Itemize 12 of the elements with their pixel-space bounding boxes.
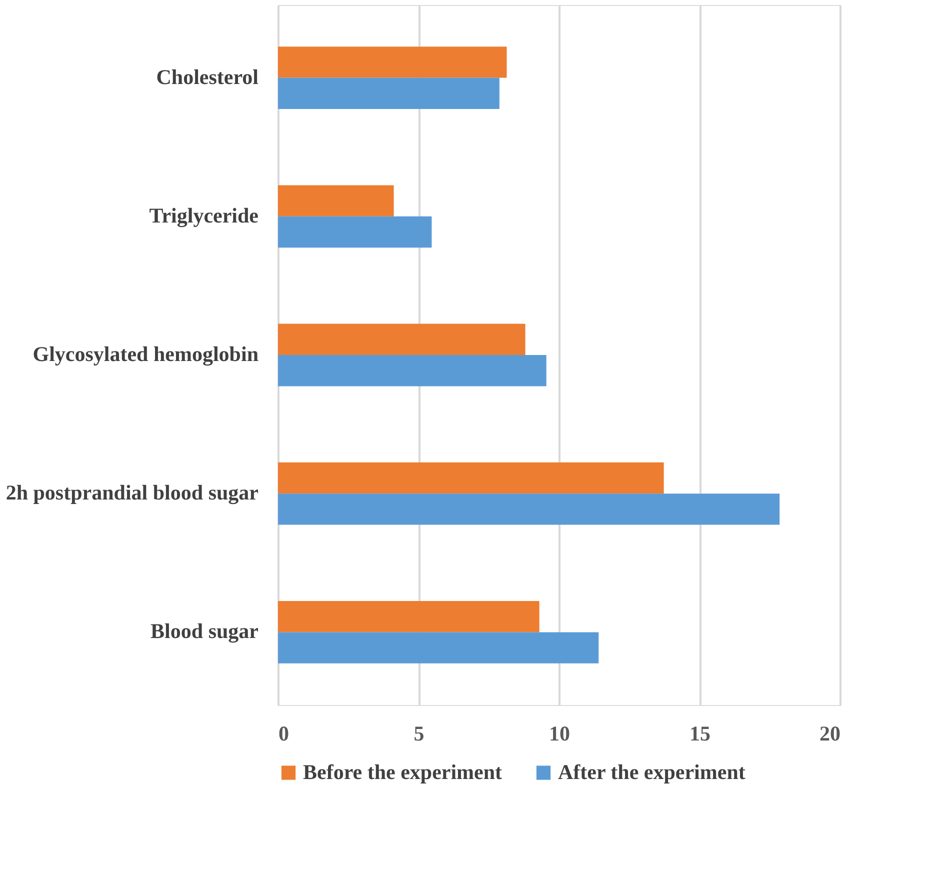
legend-label: After the experiment xyxy=(558,760,746,784)
y-tick-label: Blood sugar xyxy=(150,619,258,644)
y-tick-label: Cholesterol xyxy=(156,64,259,89)
x-tick-label: 10 xyxy=(549,722,570,746)
x-tick-label: 5 xyxy=(414,722,424,746)
x-tick-label: 20 xyxy=(820,722,840,746)
y-tick-label: Glycosylated hemoglobin xyxy=(32,342,259,366)
y-tick-label: 2h postprandial blood sugar xyxy=(6,480,258,505)
legend-label: Before the experiment xyxy=(303,760,502,784)
x-tick-label: 15 xyxy=(690,722,710,746)
y-tick-label: Triglyceride xyxy=(149,203,258,228)
x-tick-label: 0 xyxy=(278,722,289,746)
